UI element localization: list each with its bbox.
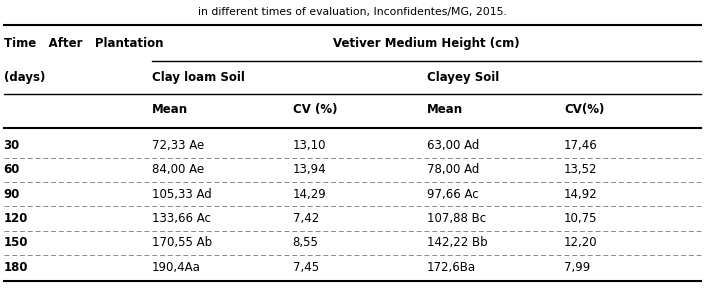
Text: 78,00 Ad: 78,00 Ad (427, 163, 479, 176)
Text: 14,29: 14,29 (293, 188, 326, 201)
Text: Time   After   Plantation: Time After Plantation (4, 37, 163, 50)
Text: 13,94: 13,94 (293, 163, 326, 176)
Text: 8,55: 8,55 (293, 236, 319, 249)
Text: 30: 30 (4, 139, 20, 152)
Text: 150: 150 (4, 236, 28, 249)
Text: 105,33 Ad: 105,33 Ad (152, 188, 212, 201)
Text: 90: 90 (4, 188, 20, 201)
Text: Clay loam Soil: Clay loam Soil (152, 71, 245, 84)
Text: Mean: Mean (427, 103, 462, 116)
Text: (days): (days) (4, 71, 45, 84)
Text: 63,00 Ad: 63,00 Ad (427, 139, 479, 152)
Text: 133,66 Ac: 133,66 Ac (152, 212, 211, 225)
Text: 13,10: 13,10 (293, 139, 326, 152)
Text: in different times of evaluation, Inconfidentes/MG, 2015.: in different times of evaluation, Inconf… (198, 7, 507, 18)
Text: 12,20: 12,20 (564, 236, 598, 249)
Text: 7,99: 7,99 (564, 261, 590, 274)
Text: 14,92: 14,92 (564, 188, 598, 201)
Text: 7,42: 7,42 (293, 212, 319, 225)
Text: Vetiver Medium Height (cm): Vetiver Medium Height (cm) (333, 37, 520, 50)
Text: 107,88 Bc: 107,88 Bc (427, 212, 486, 225)
Text: 120: 120 (4, 212, 28, 225)
Text: 72,33 Ae: 72,33 Ae (152, 139, 204, 152)
Text: CV (%): CV (%) (293, 103, 337, 116)
Text: Clayey Soil: Clayey Soil (427, 71, 498, 84)
Text: 142,22 Bb: 142,22 Bb (427, 236, 487, 249)
Text: 10,75: 10,75 (564, 212, 598, 225)
Text: 170,55 Ab: 170,55 Ab (152, 236, 212, 249)
Text: 7,45: 7,45 (293, 261, 319, 274)
Text: CV(%): CV(%) (564, 103, 604, 116)
Text: 17,46: 17,46 (564, 139, 598, 152)
Text: 97,66 Ac: 97,66 Ac (427, 188, 478, 201)
Text: 172,6Ba: 172,6Ba (427, 261, 476, 274)
Text: 13,52: 13,52 (564, 163, 598, 176)
Text: 180: 180 (4, 261, 28, 274)
Text: 60: 60 (4, 163, 20, 176)
Text: 84,00 Ae: 84,00 Ae (152, 163, 204, 176)
Text: 190,4Aa: 190,4Aa (152, 261, 200, 274)
Text: Mean: Mean (152, 103, 188, 116)
